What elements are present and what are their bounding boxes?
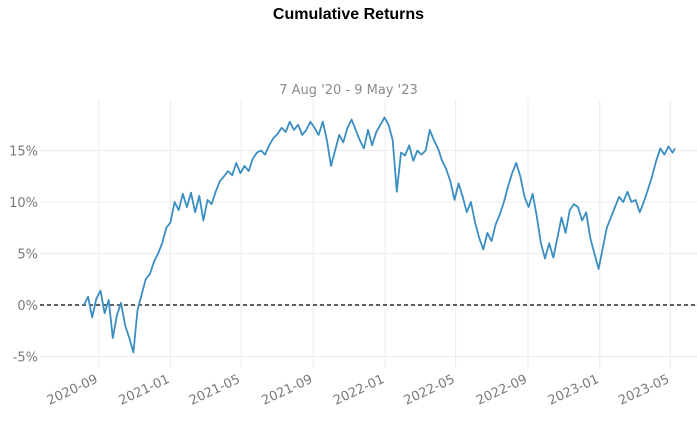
x-tick-label: 2022-05 [402,372,458,409]
y-tick-label: 15% [9,145,38,160]
chart-title: Cumulative Returns [272,6,425,23]
x-tick-label: 2021-05 [187,372,243,409]
y-tick-label: -5% [13,351,38,366]
y-tick-label: 0% [17,299,38,314]
x-tick-label: 2022-09 [474,372,530,409]
y-tick-label: 5% [17,248,38,263]
series-layer [40,116,697,354]
x-tick-label: 2022-01 [331,372,387,409]
y-tick-label: 10% [9,196,38,211]
grid-layer [40,100,697,368]
x-tick-label: 2020-09 [45,372,101,409]
x-tick-label: 2023-01 [546,372,602,409]
x-tick-label: 2021-01 [117,372,173,409]
x-tick-label: 2023-05 [616,372,672,409]
axis-labels: -5% 0% 5% 10% 15% 2020-09 2021-01 2021-05 2021-0… [9,145,672,409]
x-tick-label: 2021-09 [259,372,315,409]
series-line-0 [83,116,676,354]
chart-subtitle: 7 Aug '20 - 9 May '23 [279,83,418,98]
